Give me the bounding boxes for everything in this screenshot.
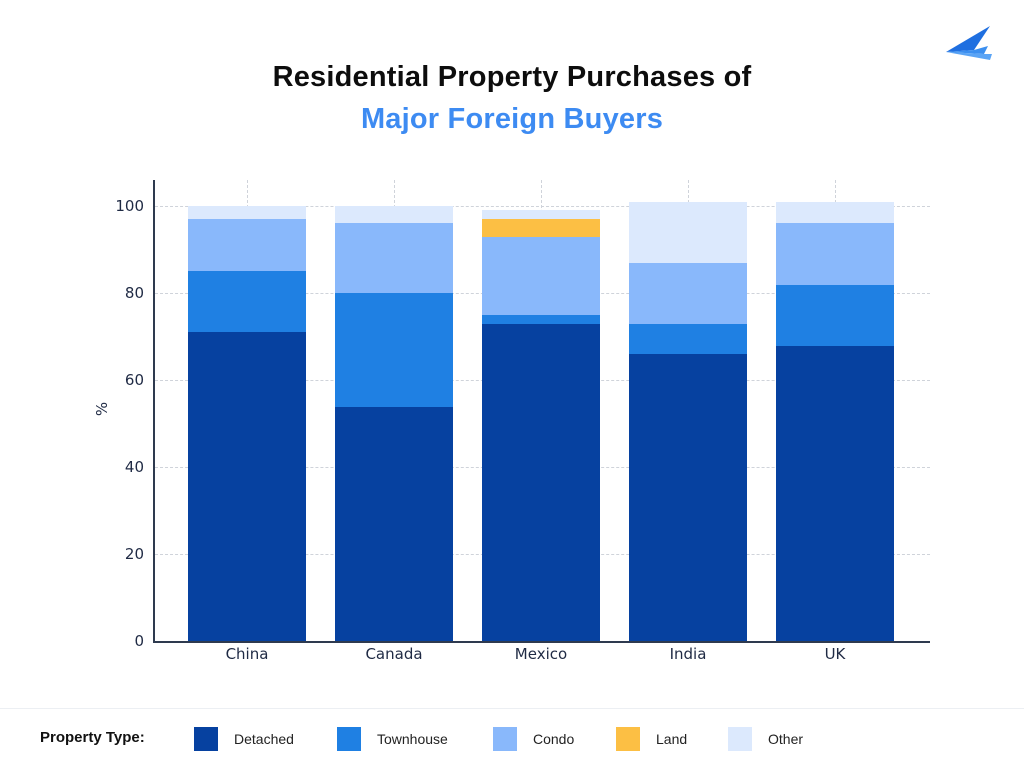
- legend-item-townhouse: Townhouse: [337, 727, 448, 751]
- y-tick-100: 100: [115, 197, 144, 215]
- bar-segment-townhouse: [335, 293, 453, 407]
- x-tick-india: India: [669, 645, 707, 663]
- legend-item-other: Other: [728, 727, 803, 751]
- chart-subtitle: Major Foreign Buyers: [360, 103, 664, 135]
- legend-item-condo: Condo: [493, 727, 574, 751]
- legend-label: Detached: [234, 731, 294, 747]
- y-tick-20: 20: [124, 545, 144, 563]
- bar-segment-other: [482, 210, 600, 220]
- bar-canada: [335, 206, 453, 642]
- y-tick-0: 0: [134, 632, 144, 650]
- bar-segment-detached: [629, 354, 747, 642]
- bar-segment-other: [629, 201, 747, 263]
- bar-segment-condo: [482, 236, 600, 316]
- chart-title: Residential Property Purchases of: [272, 61, 752, 93]
- y-axis-label: %: [93, 401, 111, 417]
- bar-segment-townhouse: [188, 271, 306, 333]
- x-tick-mexico: Mexico: [514, 645, 568, 663]
- legend-swatch-detached: [194, 727, 218, 751]
- legend: Property Type: Detached Townhouse Condo …: [0, 708, 1024, 768]
- bar-segment-other: [188, 206, 306, 220]
- y-tick-40: 40: [124, 458, 144, 476]
- bar-india: [629, 201, 747, 642]
- legend-swatch-condo: [493, 727, 517, 751]
- legend-item-land: Land: [616, 727, 687, 751]
- x-tick-canada: Canada: [365, 645, 423, 663]
- legend-swatch-land: [616, 727, 640, 751]
- bar-mexico: [482, 210, 600, 642]
- paper-plane-logo-icon: [946, 26, 992, 60]
- bar-uk: [776, 201, 894, 642]
- bar-segment-other: [335, 206, 453, 224]
- legend-item-detached: Detached: [194, 727, 294, 751]
- bar-segment-condo: [335, 223, 453, 294]
- bar-segment-townhouse: [776, 284, 894, 346]
- bar-segment-detached: [335, 406, 453, 642]
- bar-segment-condo: [188, 219, 306, 272]
- y-axis: [153, 180, 155, 643]
- y-tick-60: 60: [124, 371, 144, 389]
- bar-segment-townhouse: [482, 315, 600, 324]
- y-tick-80: 80: [124, 284, 144, 302]
- legend-title: Property Type:: [40, 729, 145, 746]
- x-tick-uk: UK: [824, 645, 846, 663]
- x-axis: [153, 641, 930, 643]
- bar-segment-detached: [188, 332, 306, 642]
- legend-label: Condo: [533, 731, 575, 747]
- legend-label: Land: [656, 731, 688, 747]
- legend-swatch-townhouse: [337, 727, 361, 751]
- x-tick-china: China: [225, 645, 269, 663]
- legend-swatch-other: [728, 727, 752, 751]
- bar-segment-land: [482, 219, 600, 237]
- bar-segment-condo: [629, 262, 747, 324]
- bar-segment-detached: [776, 345, 894, 642]
- legend-label: Other: [768, 731, 804, 747]
- bar-segment-townhouse: [629, 323, 747, 355]
- bar-segment-condo: [776, 223, 894, 285]
- bar-segment-detached: [482, 323, 600, 642]
- bar-segment-other: [776, 201, 894, 224]
- bar-china: [188, 206, 306, 642]
- gridline-100: [155, 206, 930, 207]
- legend-label: Townhouse: [377, 731, 448, 747]
